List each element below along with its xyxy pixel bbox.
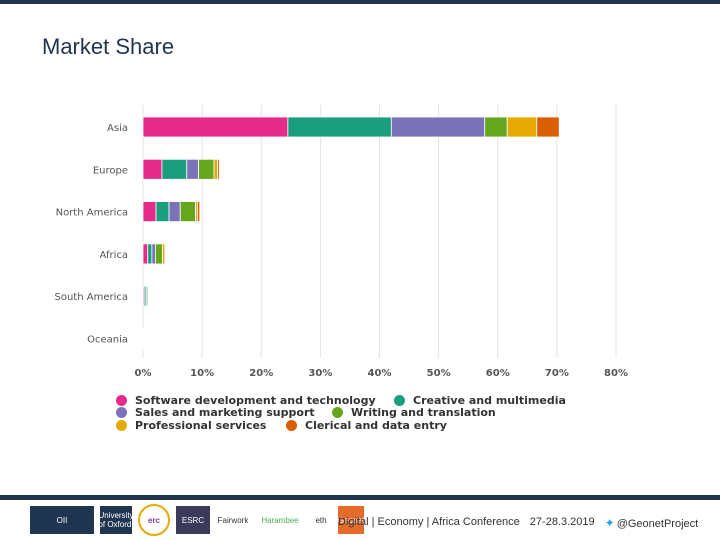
x-tick-label-5: 50% [427,368,451,379]
logo-strip: OII University of Oxford erc ESRC Fairwo… [30,504,364,536]
bar-4-5 [148,285,150,307]
top-rule [0,0,720,4]
category-label-4: South America [55,292,129,303]
legend-label-5: Clerical and data entry [305,419,447,432]
bar-1-5 [217,158,220,180]
bar-0-3 [484,116,508,138]
bar-0-4 [506,116,538,138]
legend-dot-0 [116,395,127,406]
legend-item-2[interactable]: Sales and marketing support [116,406,315,419]
bar-1-2 [186,158,199,180]
legend-dot-5 [286,420,297,431]
legend-dot-3 [332,407,343,418]
legend-item-4[interactable]: Professional services [116,419,266,432]
legend-item-0[interactable]: Software development and technology [116,394,376,407]
x-tick-label-7: 70% [545,368,569,379]
conference-name: Digital | Economy | Africa Conference [338,516,520,528]
erc-logo: erc [138,504,170,536]
geonet-logo: Geonet [338,506,364,534]
oxford-logo: University of Oxford [98,506,134,534]
twitter-icon: ✦ [604,516,615,530]
category-label-5: Oceania [87,335,128,346]
legend-label-1: Creative and multimedia [413,394,566,407]
legend-item-5[interactable]: Clerical and data entry [286,419,447,432]
bar-1-3 [198,158,215,180]
x-tick-label-2: 20% [249,368,273,379]
fairwork-logo: Fairwork [216,506,250,534]
esrc-logo: ESRC [176,506,210,534]
x-tick-label-4: 40% [368,368,392,379]
bar-3-3 [155,243,163,265]
bar-3-1 [147,243,153,265]
twitter-handle-group[interactable]: ✦ @GeonetProject [605,516,699,530]
slide-title: Market Share [42,34,175,59]
category-label-0: Asia [107,123,128,134]
bar-0-1 [287,116,392,138]
x-tick-label-1: 10% [190,368,214,379]
legend-dot-4 [116,420,127,431]
legend-item-1[interactable]: Creative and multimedia [394,394,566,407]
bar-0-2 [390,116,486,138]
x-tick-label-6: 60% [486,368,510,379]
bar-5-5 [144,328,147,349]
conference-date: 27-28.3.2019 [529,516,595,528]
bar-0-0 [142,116,289,138]
category-label-2: North America [56,208,128,219]
bar-3-0 [142,243,149,265]
category-label-3: Africa [99,250,128,261]
market-share-chart: 0% 10% 20% 30% 40% 50% 60% 70% 80% Asia Europe Nort… [55,105,628,379]
eth-logo: eth [310,506,332,534]
bar-3-5 [164,243,166,265]
legend-label-3: Writing and translation [351,406,496,419]
bar-1-1 [161,158,188,180]
oii-logo: OII [30,506,94,534]
bar-2-0 [142,201,157,223]
twitter-handle: @GeonetProject [616,518,699,530]
footer-rule [0,495,720,500]
bar-0-5 [536,116,560,138]
legend-item-3[interactable]: Writing and translation [332,406,496,419]
bar-1-0 [142,158,163,180]
category-label-1: Europe [93,165,128,176]
x-tick-label-3: 30% [308,368,332,379]
bar-2-2 [168,201,181,223]
bar-2-3 [179,201,197,223]
footer-info: Digital | Economy | Africa Conference 27… [338,516,698,530]
x-tick-label-0: 0% [135,368,152,379]
bar-2-1 [155,201,170,223]
bar-2-5 [196,201,201,223]
harambee-logo: Harambee [256,506,304,534]
legend-dot-2 [116,407,127,418]
legend-dot-1 [394,395,405,406]
legend-label-2: Sales and marketing support [135,406,315,419]
x-tick-label-8: 80% [604,368,628,379]
legend-label-0: Software development and technology [135,394,376,407]
bar-1-4 [213,158,218,180]
legend-label-4: Professional services [135,419,267,432]
bar-3-2 [151,243,156,265]
